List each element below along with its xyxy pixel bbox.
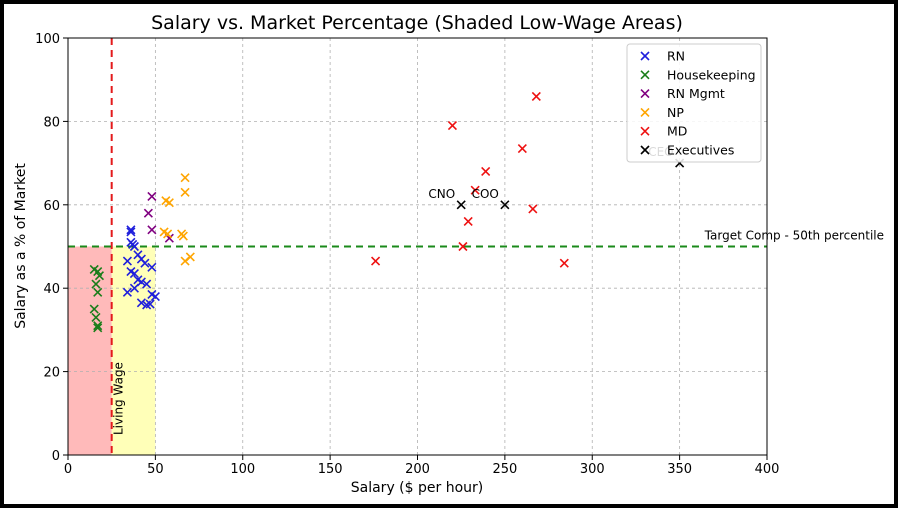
legend-label-np: NP (667, 105, 684, 120)
data-point-np (164, 198, 174, 208)
x-tick-label: 150 (318, 462, 343, 477)
legend-marker-rn-mgmt (640, 89, 650, 99)
legend-label-rn-mgmt: RN Mgmt (667, 86, 725, 101)
target-comp-label: Target Comp - 50th percentile (704, 229, 884, 243)
shaded-region-1 (111, 246, 156, 455)
living-wage-label: Living Wage (112, 362, 126, 435)
data-point-rn (136, 298, 146, 308)
y-tick-label: 60 (43, 199, 60, 214)
legend-label-housekeeping: Housekeeping (667, 67, 756, 82)
data-point-np (180, 187, 190, 197)
data-point-housekeeping (93, 323, 103, 333)
data-point-executives (456, 200, 466, 210)
data-point-rn (129, 283, 139, 293)
data-point-executives (500, 200, 510, 210)
x-tick-label: 300 (580, 462, 605, 477)
data-point-np (163, 229, 173, 239)
data-point-housekeeping (89, 304, 99, 314)
data-point-rn (150, 291, 160, 302)
data-point-md (370, 256, 381, 266)
x-tick-label: 100 (230, 462, 255, 477)
legend-box (626, 43, 762, 163)
x-tick-label: 350 (667, 462, 692, 477)
legend-marker-rn (640, 51, 650, 61)
data-point-md (517, 143, 527, 154)
data-point-md (470, 185, 480, 195)
data-point-housekeeping (93, 287, 103, 297)
y-axis-label: Salary as a % of Market (13, 163, 29, 329)
x-tick-label: 250 (492, 462, 517, 477)
data-point-housekeeping (91, 312, 101, 322)
data-point-md (458, 241, 468, 252)
data-point-rn (126, 227, 136, 237)
y-tick-label: 0 (52, 449, 60, 464)
data-point-rn-mgmt (147, 225, 157, 235)
data-point-np (180, 173, 190, 183)
data-point-rn (140, 258, 150, 268)
data-point-rn (129, 269, 139, 279)
y-tick-label: 20 (43, 366, 60, 381)
annotation-cno: CNO (428, 187, 455, 201)
x-tick-label: 50 (147, 462, 164, 477)
legend-marker-executives (640, 145, 650, 155)
data-point-rn (122, 287, 132, 297)
data-point-rn (126, 225, 136, 235)
chart-title: Salary vs. Market Percentage (Shaded Low… (151, 12, 683, 34)
data-point-rn-mgmt (147, 191, 157, 202)
legend-marker-md (640, 126, 650, 136)
data-point-rn (122, 256, 132, 266)
data-point-md (559, 258, 569, 268)
data-point-md (531, 91, 541, 101)
x-tick-label: 200 (405, 462, 430, 477)
x-tick-label: 400 (755, 462, 780, 477)
data-point-md (481, 166, 491, 177)
data-point-md (447, 121, 458, 131)
data-point-rn (142, 279, 152, 289)
data-point-housekeeping (93, 321, 103, 331)
legend: RN Housekeeping RN Mgmt NP MD Executives (626, 43, 762, 163)
data-point-rn (129, 241, 139, 252)
data-point-rn-mgmt (143, 208, 153, 218)
y-tick-label: 40 (43, 282, 60, 297)
legend-marker-housekeeping (640, 70, 650, 80)
data-point-rn (145, 299, 155, 309)
y-tick-label: 100 (35, 32, 60, 47)
data-point-md (528, 204, 538, 214)
legend-label-md: MD (667, 124, 687, 139)
data-point-housekeeping (91, 279, 101, 289)
y-tick-label: 80 (43, 115, 60, 130)
data-point-housekeeping (94, 271, 105, 281)
x-axis-label: Salary ($ per hour) (351, 480, 483, 496)
data-point-np (180, 256, 190, 266)
shaded-region-0 (68, 246, 112, 455)
legend-label-rn: RN (667, 49, 685, 64)
legend-label-executives: Executives (667, 143, 734, 158)
legend-marker-np (640, 107, 650, 117)
data-point-np (178, 231, 188, 241)
data-point-rn (147, 262, 157, 272)
annotation-coo: COO (472, 187, 499, 201)
data-point-md (463, 216, 473, 227)
x-tick-label: 0 (64, 462, 72, 477)
